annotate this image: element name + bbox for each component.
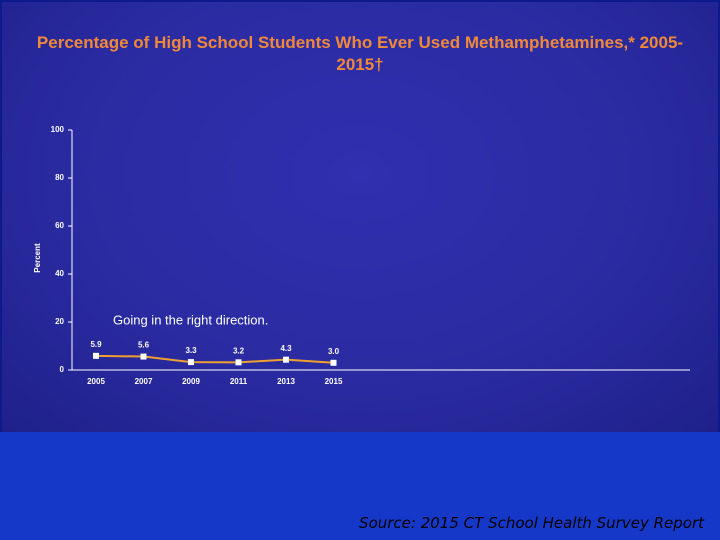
footer-panel [0,432,720,540]
x-tick-label: 2005 [87,377,105,386]
data-point [283,356,289,363]
data-label: 3.2 [233,346,245,355]
data-label: 5.9 [90,340,102,349]
y-tick-label: 0 [60,365,65,374]
annotation: Going in the right direction. [113,312,268,327]
y-tick-label: 100 [51,125,65,134]
data-point [330,359,337,366]
data-label: 5.6 [138,341,150,350]
y-tick-label: 20 [55,317,64,326]
data-point [93,352,99,359]
x-tick-label: 2011 [230,377,248,386]
data-label: 3.3 [185,346,197,355]
y-axis-label: Percent [33,243,42,273]
x-tick-label: 2015 [325,377,343,386]
data-point [188,359,194,366]
x-tick-label: 2009 [182,377,200,386]
data-label: 4.3 [280,344,292,353]
data-point [140,353,147,360]
source-note: Source: 2015 CT School Health Survey Rep… [359,514,704,532]
data-line [95,354,334,364]
data-label: 3.0 [328,347,340,356]
y-tick-label: 40 [55,269,64,278]
y-tick-label: 60 [55,221,64,230]
x-tick-label: 2007 [135,377,153,386]
data-point [235,359,242,366]
y-tick-label: 80 [55,173,64,182]
chart-panel [2,2,718,432]
chart-title: Percentage of High School Students Who E… [36,33,684,74]
x-tick-label: 2013 [277,377,295,386]
